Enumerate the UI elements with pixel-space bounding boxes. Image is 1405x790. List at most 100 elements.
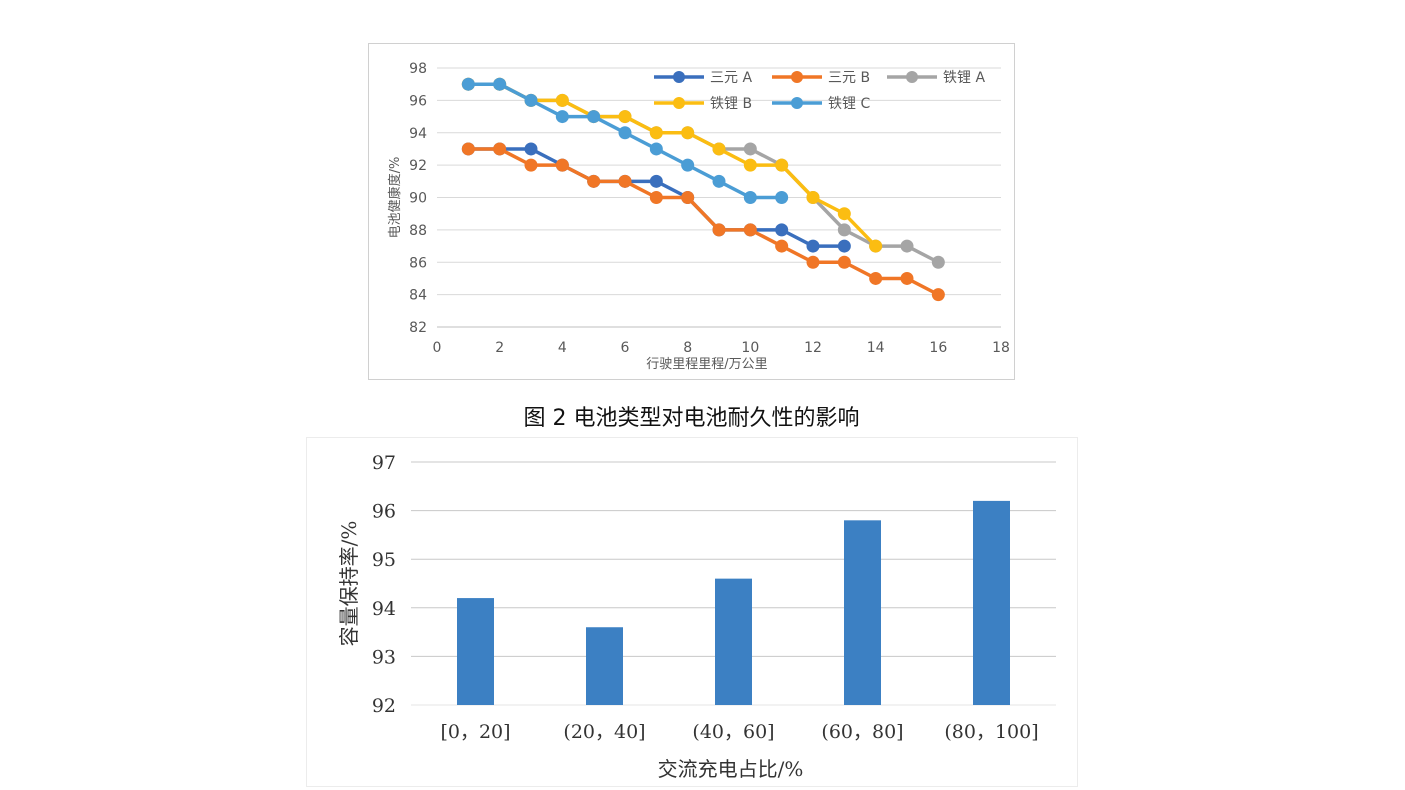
bar [586,627,623,705]
y-tick-label: 98 [409,61,427,77]
data-point [461,77,475,91]
x-tick-label: 6 [621,340,630,356]
legend-swatch-marker [791,97,803,109]
data-point [555,110,569,124]
y-tick-label: 96 [372,501,396,523]
data-point [587,174,601,188]
data-point [806,191,820,204]
x-tick-label: (80，100] [944,721,1038,743]
legend-label: 铁锂 B [710,96,752,112]
data-point [743,142,757,156]
legend-swatch-marker [791,71,803,83]
y-tick-label: 92 [409,158,427,174]
data-point [743,191,757,204]
bar [457,598,494,705]
y-tick-label: 96 [409,93,427,109]
bar-chart: 92 93 94 95 96 97 [0，20] (20，40] (40，60] (60，80] (… [337,452,1056,781]
legend-label: 三元 B [828,70,870,86]
data-point [712,174,726,188]
y-tick-label: 94 [409,126,427,142]
bar [844,520,881,705]
series-group [461,142,945,302]
data-point [524,142,538,156]
bar-chart-figure: 92 93 94 95 96 97 [0，20] (20，40] (40，60] (60，80] (… [306,437,1078,787]
data-point [743,223,757,237]
y-tick-label: 82 [409,320,427,336]
data-point [493,77,507,91]
x-tick-label: 12 [804,340,822,356]
series-line [468,147,940,297]
data-point [775,191,789,204]
data-point [555,158,569,172]
x-tick-label: 2 [495,340,504,356]
legend-label: 铁锂 C [828,96,870,112]
legend-item: 三元 B [772,70,870,86]
data-point [649,126,663,140]
x-tick-label: 8 [683,340,692,356]
data-point [618,174,632,188]
x-tick-label: 4 [558,340,567,356]
x-axis-label: 行驶里程里程/万公里 [646,357,767,372]
data-point [837,223,851,237]
data-point [524,93,538,107]
figure-caption: 图 2 电池类型对电池耐久性的影响 [523,406,860,431]
legend-item: 铁锂 B [654,96,752,112]
data-point [837,239,851,253]
x-tick-label: [0，20] [440,721,510,743]
legend-label: 铁锂 A [943,70,985,86]
data-point [461,142,475,156]
x-tick-label: (20，40] [563,721,645,743]
data-point [837,255,851,269]
data-point [618,110,632,124]
data-point [555,93,569,107]
data-point [743,158,757,172]
data-point [837,207,851,221]
y-tick-label: 94 [372,598,396,620]
y-tick-label: 90 [409,191,427,207]
series-group [461,77,789,204]
data-point [681,126,695,140]
line-chart-figure: 82 84 86 88 90 92 94 96 98 0 2 4 6 8 10 12 14 16 18 行驶里程里程/… [368,43,1015,380]
data-point [931,288,945,302]
legend-swatch-marker [673,97,685,109]
bar [715,578,752,705]
x-tick-label: 16 [929,340,947,356]
legend-swatch-marker [673,71,685,83]
data-point [681,191,695,204]
data-point [931,255,945,269]
data-point [524,158,538,172]
legend-item: 铁锂 C [772,96,870,112]
x-tick-label: 10 [741,340,759,356]
legend-label: 三元 A [710,70,752,86]
data-point [618,126,632,140]
data-point [900,271,914,285]
data-point [649,191,663,204]
x-tick-label: 14 [867,340,885,356]
data-point [712,223,726,237]
x-tick-label: (40，60] [692,721,774,743]
x-axis-label: 交流充电占比/% [658,757,804,781]
legend-swatch-marker [906,71,918,83]
y-tick-label: 88 [409,223,427,239]
data-point [869,239,883,253]
data-point [806,239,820,253]
data-point [869,271,883,285]
y-tick-label: 86 [409,255,427,271]
bar [973,500,1010,705]
y-tick-label: 95 [372,549,396,571]
data-point [900,239,914,253]
y-tick-label: 97 [372,452,396,474]
data-point [681,158,695,172]
legend-item: 铁锂 A [887,70,985,86]
data-point [806,255,820,269]
y-tick-label: 93 [372,646,396,668]
data-point [775,158,789,172]
data-point [649,142,663,156]
y-axis-label: 电池健康度/% [387,157,403,239]
x-tick-label: (60，80] [821,721,903,743]
data-point [775,223,789,237]
data-point [775,239,789,253]
data-point [587,110,601,124]
data-point [649,174,663,188]
data-point [493,142,507,156]
